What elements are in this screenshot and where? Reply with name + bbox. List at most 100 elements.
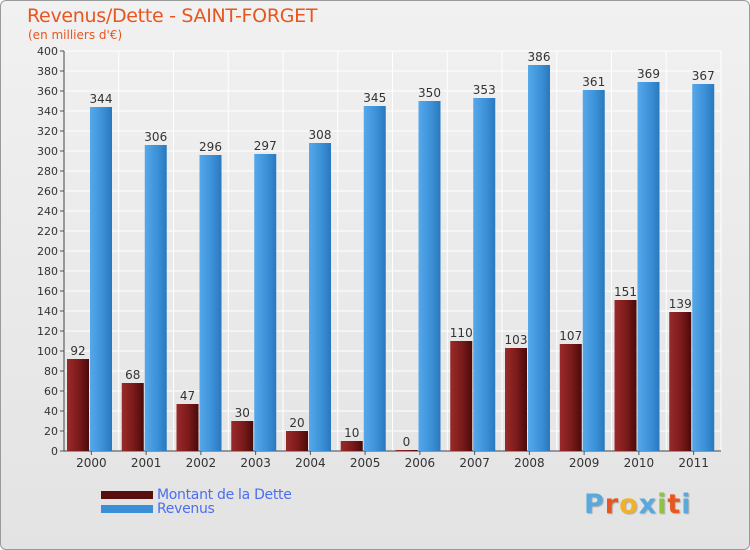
data-label-dette-2006: 0 bbox=[403, 435, 411, 449]
bar-dette-2006 bbox=[395, 450, 418, 451]
legend-label-revenus: Revenus bbox=[157, 501, 215, 517]
y-tick-label: 380 bbox=[37, 65, 58, 78]
bars bbox=[67, 65, 715, 451]
chart-subtitle: (en milliers d'€) bbox=[28, 28, 123, 42]
x-tick-label: 2009 bbox=[569, 456, 600, 470]
y-tick-label: 60 bbox=[44, 385, 58, 398]
logo-letter: o bbox=[619, 489, 639, 520]
data-label-dette-2007: 110 bbox=[450, 326, 473, 340]
data-labels: 92 344 68 306 47 296 30 297 20 308 10 345 0 350 110 353… bbox=[70, 50, 714, 449]
y-tick-label: 120 bbox=[37, 325, 58, 338]
x-tick-label: 2001 bbox=[131, 456, 162, 470]
y-tick-label: 300 bbox=[37, 145, 58, 158]
data-label-dette-2010: 151 bbox=[614, 285, 637, 299]
bar-revenus-2007 bbox=[473, 98, 496, 451]
data-label-revenus-2007: 353 bbox=[473, 83, 496, 97]
data-label-revenus-2003: 297 bbox=[254, 139, 277, 153]
data-label-revenus-2008: 386 bbox=[528, 50, 551, 64]
y-tick-label: 20 bbox=[44, 425, 58, 438]
data-label-revenus-2010: 369 bbox=[637, 67, 660, 81]
bar-dette-2009 bbox=[559, 344, 582, 451]
bar-revenus-2006 bbox=[418, 101, 441, 451]
y-tick-label: 220 bbox=[37, 225, 58, 238]
bar-revenus-2002 bbox=[199, 155, 222, 451]
logo-letter: x bbox=[638, 489, 658, 520]
bar-dette-2011 bbox=[669, 312, 692, 451]
y-tick-label: 400 bbox=[37, 45, 58, 58]
bar-revenus-2003 bbox=[254, 154, 277, 451]
data-label-dette-2001: 68 bbox=[125, 368, 140, 382]
bar-dette-2008 bbox=[505, 348, 527, 451]
y-tick-label: 360 bbox=[37, 85, 58, 98]
logo-letter: r bbox=[604, 489, 620, 520]
y-tick-label: 340 bbox=[37, 105, 58, 118]
x-tick-label: 2000 bbox=[76, 456, 107, 470]
bar-dette-2003 bbox=[231, 421, 254, 451]
x-tick-label: 2008 bbox=[514, 456, 545, 470]
bar-revenus-2000 bbox=[90, 107, 112, 451]
legend-swatch-revenus bbox=[101, 505, 153, 513]
data-label-dette-2009: 107 bbox=[559, 329, 582, 343]
bar-revenus-2011 bbox=[692, 84, 715, 451]
bar-dette-2005 bbox=[340, 441, 363, 451]
y-tick-label: 240 bbox=[37, 205, 58, 218]
y-tick-label: 280 bbox=[37, 165, 58, 178]
legend-swatch-dette bbox=[101, 491, 153, 499]
data-label-dette-2003: 30 bbox=[235, 406, 250, 420]
bar-revenus-2010 bbox=[637, 82, 660, 451]
y-tick-label: 140 bbox=[37, 305, 58, 318]
y-tick-label: 100 bbox=[37, 345, 58, 358]
data-label-dette-2000: 92 bbox=[70, 344, 85, 358]
bar-dette-2001 bbox=[121, 383, 144, 451]
bar-dette-2000 bbox=[67, 359, 89, 451]
data-label-revenus-2009: 361 bbox=[582, 75, 605, 89]
bar-revenus-2009 bbox=[582, 90, 605, 451]
data-label-dette-2004: 20 bbox=[289, 416, 304, 430]
logo-letter: t bbox=[667, 489, 682, 520]
data-label-revenus-2006: 350 bbox=[418, 86, 441, 100]
x-tick-label: 2002 bbox=[186, 456, 217, 470]
x-tick-label: 2006 bbox=[405, 456, 436, 470]
data-label-dette-2005: 10 bbox=[344, 426, 359, 440]
bar-revenus-2005 bbox=[363, 106, 386, 451]
data-label-revenus-2002: 296 bbox=[199, 140, 222, 154]
y-tick-label: 0 bbox=[51, 445, 58, 458]
y-tick-label: 260 bbox=[37, 185, 58, 198]
bar-dette-2004 bbox=[286, 431, 308, 451]
y-tick-label: 180 bbox=[37, 265, 58, 278]
legend-item-revenus: Revenus bbox=[101, 501, 215, 517]
x-tick-label: 2004 bbox=[295, 456, 326, 470]
y-tick-label: 160 bbox=[37, 285, 58, 298]
logo-letter: i bbox=[681, 489, 692, 520]
gridlines bbox=[63, 50, 722, 452]
bar-dette-2010 bbox=[614, 300, 637, 451]
proxiti-logo: Proxiti bbox=[584, 489, 692, 520]
bar-revenus-2008 bbox=[528, 65, 550, 451]
y-tick-label: 40 bbox=[44, 405, 58, 418]
x-tick-label: 2010 bbox=[624, 456, 655, 470]
x-tick-label: 2007 bbox=[459, 456, 490, 470]
data-label-dette-2011: 139 bbox=[669, 297, 692, 311]
legend-label-dette: Montant de la Dette bbox=[157, 487, 292, 503]
bar-dette-2007 bbox=[450, 341, 473, 451]
data-label-dette-2008: 103 bbox=[505, 333, 528, 347]
y-tick-label: 200 bbox=[37, 245, 58, 258]
logo-letter: i bbox=[657, 489, 668, 520]
axes: 0204060801001201401601802002202402602803… bbox=[37, 45, 721, 470]
x-tick-label: 2005 bbox=[350, 456, 381, 470]
data-label-dette-2002: 47 bbox=[180, 389, 195, 403]
bar-dette-2002 bbox=[176, 404, 199, 451]
data-label-revenus-2011: 367 bbox=[692, 69, 715, 83]
data-label-revenus-2004: 308 bbox=[309, 128, 332, 142]
y-tick-label: 320 bbox=[37, 125, 58, 138]
data-label-revenus-2000: 344 bbox=[90, 92, 113, 106]
x-tick-label: 2011 bbox=[678, 456, 709, 470]
chart-title: Revenus/Dette - SAINT-FORGET bbox=[27, 5, 318, 27]
data-label-revenus-2005: 345 bbox=[363, 91, 386, 105]
y-tick-label: 80 bbox=[44, 365, 58, 378]
bar-revenus-2004 bbox=[309, 143, 331, 451]
x-tick-label: 2003 bbox=[240, 456, 271, 470]
bar-revenus-2001 bbox=[144, 145, 167, 451]
